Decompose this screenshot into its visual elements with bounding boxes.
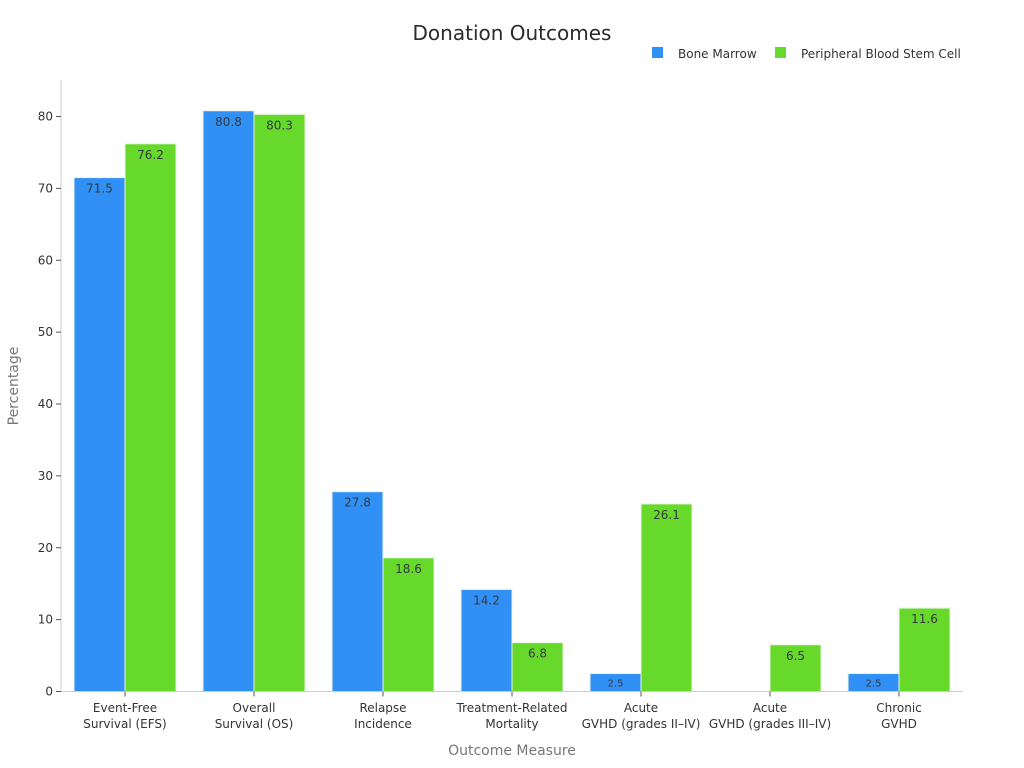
legend: Bone Marrow Peripheral Blood Stem Cell [652, 47, 961, 61]
y-axis: 0 10 20 30 40 50 60 70 80 [38, 80, 62, 699]
x-tick-label: Chronic GVHD [876, 701, 922, 731]
x-tick-label: Overall Survival (OS) [215, 701, 294, 731]
legend-label-pbsc: Peripheral Blood Stem Cell [801, 47, 961, 61]
y-tick-label: 0 [45, 685, 53, 699]
legend-swatch-pbsc [775, 47, 786, 58]
x-tick-label-line: Survival (EFS) [83, 717, 166, 731]
bar-value-label: 6.5 [786, 649, 805, 663]
bar-value-label: 14.2 [473, 593, 500, 607]
x-tick-label-line: GVHD (grades II–IV) [582, 717, 701, 731]
bar-value-label: 2.5 [866, 679, 882, 690]
x-tick-label-line: Event-Free [93, 701, 157, 715]
bar-value-label: 71.5 [86, 182, 113, 196]
bar-value-label: 26.1 [653, 508, 680, 522]
bar-bone-marrow [202, 110, 255, 692]
bar-bone-marrow [73, 177, 126, 692]
bar-value-label: 76.2 [137, 148, 164, 162]
y-tick-label: 70 [38, 181, 53, 195]
x-tick-label: Acute GVHD (grades II–IV) [582, 701, 701, 731]
y-tick-label: 10 [38, 613, 53, 627]
bar-value-label: 80.3 [266, 118, 293, 132]
x-axis: Event-Free Survival (EFS) Overall Survival … [61, 691, 963, 731]
chart-title: Donation Outcomes [413, 21, 612, 45]
y-axis-title: Percentage [6, 347, 22, 426]
y-tick-label: 40 [38, 397, 53, 411]
x-tick-label-line: Survival (OS) [215, 717, 294, 731]
x-tick-label-line: Acute [624, 701, 658, 715]
bar-value-label: 2.5 [608, 679, 624, 690]
legend-swatch-bone-marrow [652, 47, 663, 58]
bar-value-label: 27.8 [344, 496, 371, 510]
bar-pbsc [640, 503, 693, 692]
x-tick-label-line: Overall [233, 701, 276, 715]
x-tick-label-line: GVHD [881, 717, 917, 731]
bar-value-label: 80.8 [215, 115, 242, 129]
bar-labels: 71.5 80.8 27.8 14.2 2.5 2.5 76.2 80.3 18.6 6.8 26.… [86, 115, 938, 690]
x-tick-label: Acute GVHD (grades III–IV) [709, 701, 831, 731]
bar-value-label: 11.6 [911, 612, 938, 626]
bar-pbsc [253, 113, 306, 692]
bar-bone-marrow [460, 588, 513, 692]
x-tick-label-line: Chronic [876, 701, 922, 715]
legend-label-bone-marrow: Bone Marrow [678, 47, 757, 61]
x-tick-label: Relapse Incidence [354, 701, 412, 731]
bar-value-label: 6.8 [528, 647, 547, 661]
bar-pbsc [124, 143, 177, 692]
bar-value-label: 18.6 [395, 562, 422, 576]
x-tick-label-line: GVHD (grades III–IV) [709, 717, 831, 731]
x-tick-label-line: Treatment-Related [456, 701, 568, 715]
y-tick-label: 30 [38, 469, 53, 483]
x-tick-label-line: Incidence [354, 717, 412, 731]
y-tick-label: 20 [38, 541, 53, 555]
y-tick-label: 60 [38, 253, 53, 267]
bar-bone-marrow [331, 491, 384, 692]
bar-pbsc [898, 607, 951, 692]
bar-pbsc [382, 557, 435, 692]
y-tick-label: 50 [38, 325, 53, 339]
x-tick-label-line: Relapse [359, 701, 406, 715]
x-tick-label-line: Acute [753, 701, 787, 715]
bars [73, 110, 951, 692]
x-tick-label: Event-Free Survival (EFS) [83, 701, 166, 731]
x-tick-label-line: Mortality [485, 717, 538, 731]
x-axis-title: Outcome Measure [448, 743, 576, 759]
y-tick-label: 80 [38, 110, 53, 124]
x-tick-label: Treatment-Related Mortality [456, 701, 568, 731]
